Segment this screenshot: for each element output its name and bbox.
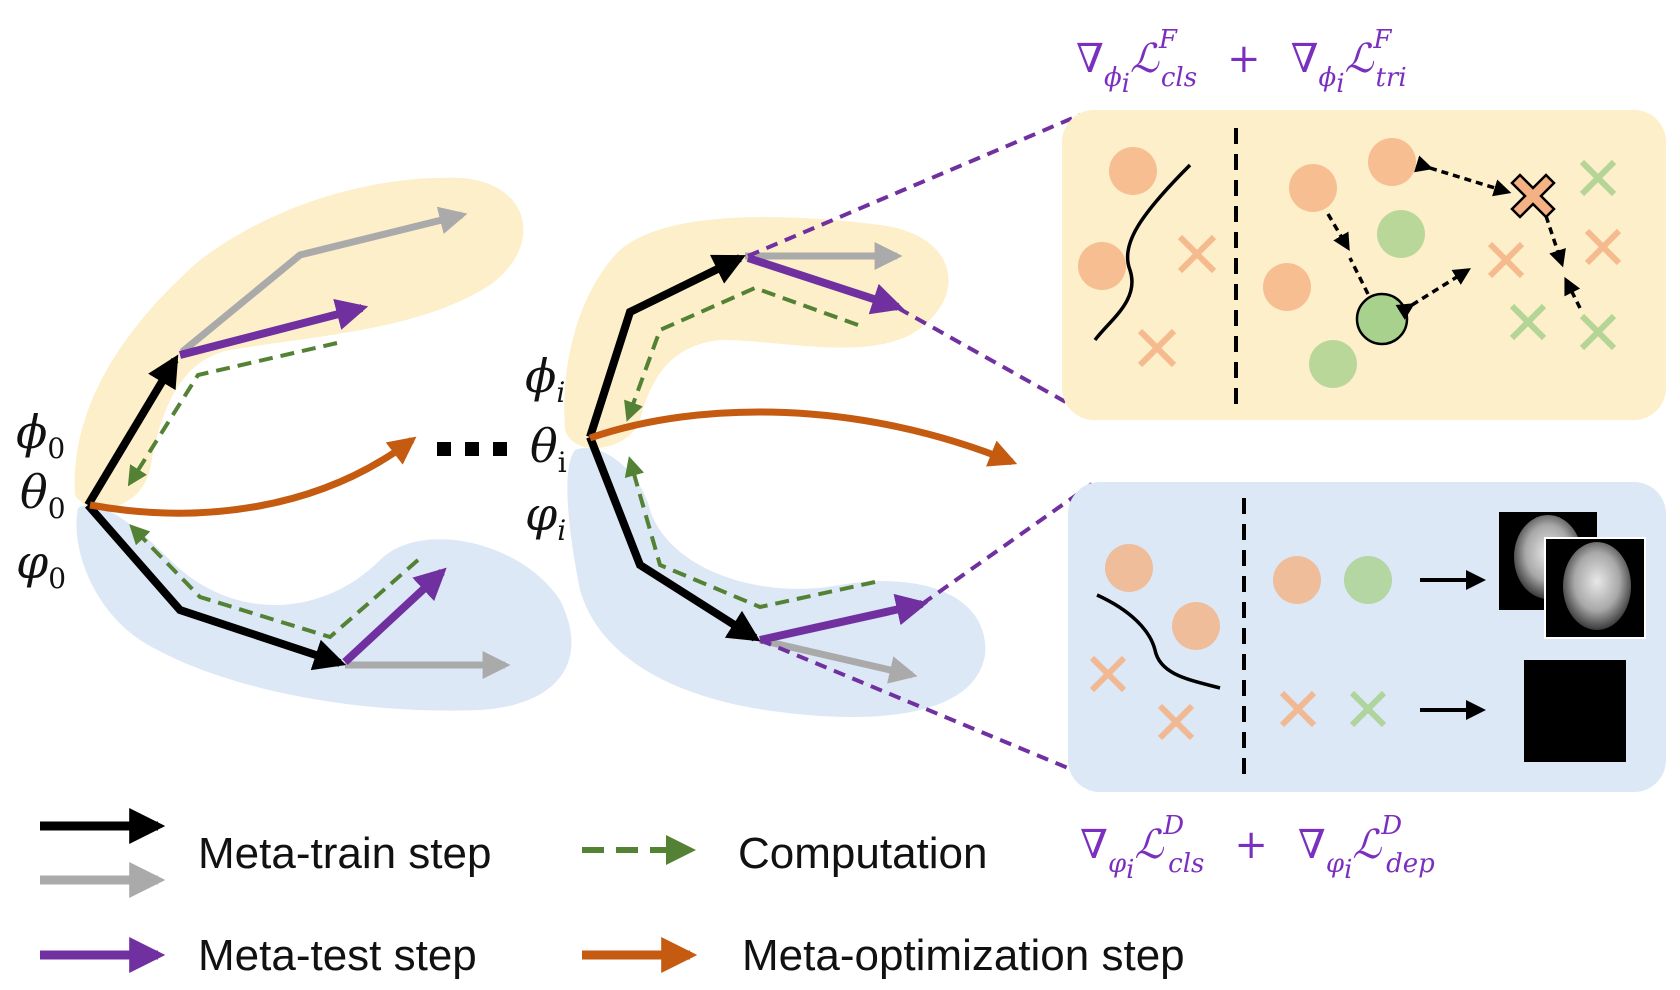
formula-depth-loss: ∇φiℒD cls + ∇φiℒD dep bbox=[1080, 811, 1435, 885]
ellipsis-dots bbox=[437, 442, 507, 456]
svg-text:θi: θi bbox=[530, 419, 567, 479]
meta-test-lower-left bbox=[342, 567, 447, 665]
svg-text:ϕ0: ϕ0 bbox=[16, 405, 65, 465]
label-varphi0: φ0 bbox=[16, 535, 66, 595]
formula-feature-loss: ∇ϕiℒF cls + ∇ϕiℒF tri bbox=[1076, 25, 1407, 99]
meta-optimization-right bbox=[588, 408, 1018, 467]
legend-meta-train-label: Meta-train step bbox=[198, 829, 491, 878]
legend-meta-opt-label: Meta-optimization step bbox=[742, 931, 1185, 980]
legend-computation-label: Computation bbox=[738, 829, 987, 878]
computation-upper-right bbox=[624, 285, 859, 422]
blue-region-left bbox=[76, 505, 572, 711]
meta-test-lower-right bbox=[759, 593, 929, 644]
blue-region-right bbox=[567, 448, 986, 718]
meta-train-lower-left bbox=[84, 502, 347, 671]
svg-text:φi: φi bbox=[525, 487, 566, 547]
label-theta0: θ0 bbox=[20, 465, 66, 525]
depth-map-spoof bbox=[1524, 660, 1626, 762]
computation-lower-left bbox=[129, 524, 420, 640]
computation-upper-left bbox=[127, 341, 338, 487]
label-phi0: ϕ0 bbox=[16, 405, 65, 465]
label-thetai: θi bbox=[530, 419, 567, 479]
meta-test-upper-left bbox=[178, 298, 369, 359]
depth-map-live bbox=[1499, 512, 1646, 639]
legend-meta-test-label: Meta-test step bbox=[198, 931, 477, 980]
label-varphii: φi bbox=[525, 487, 566, 547]
svg-text:φ0: φ0 bbox=[16, 535, 66, 595]
meta-train-faded-lower-right bbox=[759, 636, 918, 684]
meta-test-upper-right bbox=[746, 254, 905, 315]
meta-train-lower-right bbox=[586, 435, 761, 642]
zoom-line-bottom-1 bbox=[920, 482, 1094, 606]
meta-optimization-left bbox=[89, 436, 417, 517]
depth-panel bbox=[1068, 482, 1666, 792]
label-phii: ϕi bbox=[525, 349, 565, 409]
svg-text:θ0: θ0 bbox=[20, 465, 66, 525]
svg-text:ϕi: ϕi bbox=[525, 349, 565, 409]
feature-panel bbox=[1062, 110, 1666, 420]
meta-train-faded-upper-left bbox=[179, 206, 468, 355]
legend: Meta-train step Computation Meta-test st… bbox=[40, 808, 1185, 980]
yellow-region-right bbox=[564, 217, 949, 449]
meta-train-upper-right bbox=[586, 254, 746, 439]
meta-train-upper-left bbox=[84, 354, 179, 508]
zoom-line-top-1 bbox=[747, 113, 1081, 258]
zoom-line-top-2 bbox=[897, 306, 1081, 412]
yellow-region-left bbox=[74, 177, 524, 509]
